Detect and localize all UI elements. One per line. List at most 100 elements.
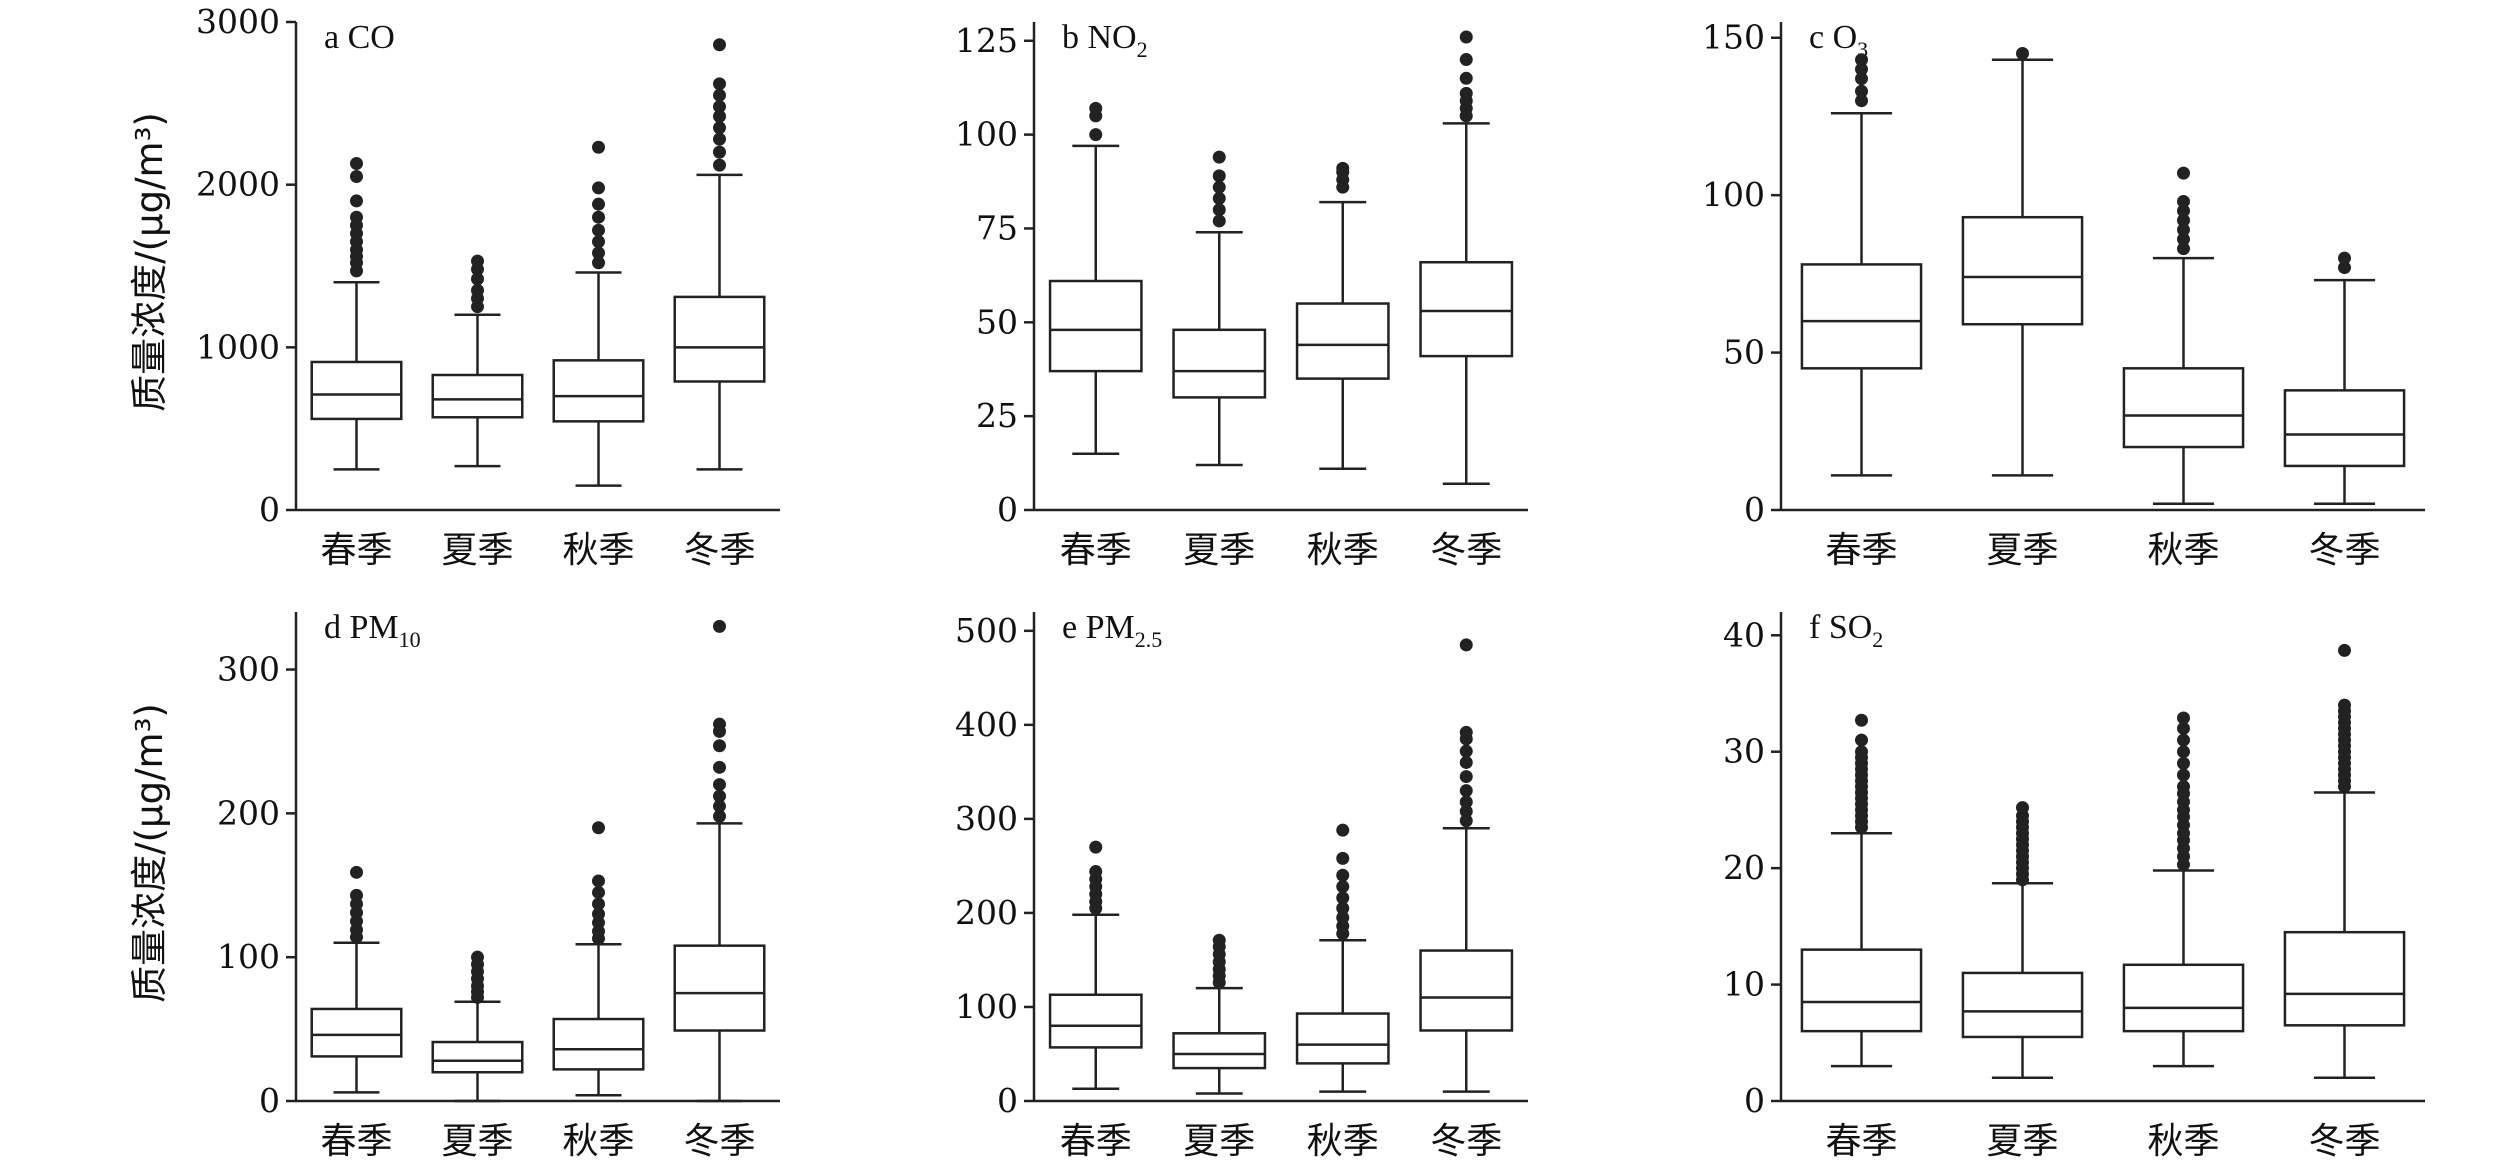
y-tick-label: 30 — [1723, 732, 1765, 771]
outlier-point — [1459, 744, 1473, 758]
y-tick-label: 0 — [1744, 1081, 1765, 1120]
outlier-point — [1089, 865, 1103, 879]
panel-title-main: a CO — [324, 19, 395, 56]
box-3 — [2122, 711, 2245, 1068]
y-tick-label: 2000 — [196, 165, 280, 204]
box-3 — [1295, 823, 1390, 1093]
outlier-point — [1212, 191, 1226, 205]
box-iqr — [1048, 993, 1143, 1049]
outlier-point — [1336, 880, 1350, 894]
x-category-label: 秋季 — [2147, 530, 2219, 571]
outlier-point — [1855, 733, 1868, 747]
outlier-point — [592, 907, 605, 921]
outlier-point — [2177, 711, 2190, 725]
y-tick-label: 0 — [997, 1081, 1018, 1120]
outlier-point — [1459, 814, 1473, 828]
outlier-point — [1089, 101, 1103, 115]
outlier-point — [592, 821, 605, 835]
box-4 — [673, 38, 766, 471]
outlier-point — [1212, 933, 1226, 947]
box-2 — [1172, 933, 1267, 1095]
outlier-point — [1855, 53, 1868, 67]
box-1 — [1048, 840, 1143, 1091]
y-axis-label-top: 质量浓度/(μg/m³) — [128, 112, 171, 412]
panel-a: a CO 0 1000 2000 3000 春季 夏季 秋季 冬季 — [196, 2, 780, 571]
box-1 — [310, 157, 403, 471]
box-iqr — [1048, 279, 1143, 373]
outlier-point — [2177, 768, 2190, 782]
x-category-label: 春季 — [320, 1121, 392, 1162]
box-4 — [673, 619, 766, 1103]
outlier-point — [2177, 733, 2190, 747]
box-3 — [552, 140, 645, 487]
outlier-point — [713, 132, 726, 146]
outlier-point — [2177, 213, 2190, 227]
x-category-label: 冬季 — [683, 530, 755, 571]
outlier-point — [1459, 795, 1473, 809]
outlier-point — [592, 246, 605, 260]
box-iqr — [2122, 963, 2245, 1033]
outlier-point — [592, 197, 605, 211]
panel-title-main: c O — [1809, 19, 1857, 56]
box-4 — [1419, 30, 1514, 485]
outlier-point — [2338, 261, 2351, 275]
outlier-point — [713, 158, 726, 172]
box-iqr — [1172, 1032, 1267, 1070]
box-iqr — [673, 295, 766, 383]
y-tick-label: 100 — [955, 987, 1018, 1026]
outlier-point — [713, 38, 726, 52]
box-3 — [552, 821, 645, 1097]
box-iqr — [1800, 948, 1923, 1033]
outlier-point — [2177, 223, 2190, 237]
box-2 — [1172, 150, 1267, 467]
box-iqr — [431, 373, 524, 419]
y-tick-label: 500 — [955, 611, 1018, 650]
box-iqr — [673, 944, 766, 1032]
outlier-point — [1459, 53, 1473, 67]
outlier-point — [350, 157, 363, 171]
y-tick-label: 300 — [955, 799, 1018, 838]
outlier-point — [1459, 770, 1473, 784]
outlier-point — [1459, 755, 1473, 769]
outlier-point — [713, 145, 726, 159]
panel-title-main: d PM — [324, 609, 399, 646]
box-iqr — [1295, 302, 1390, 380]
y-tick-label: 0 — [997, 490, 1018, 529]
outlier-point — [2016, 46, 2029, 60]
outlier-point — [1855, 745, 1868, 759]
outlier-point — [1459, 71, 1473, 85]
outlier-point — [592, 897, 605, 911]
outlier-point — [713, 799, 726, 813]
box-iqr — [310, 1007, 403, 1058]
y-tick-label: 150 — [1702, 18, 1765, 57]
x-category-label: 春季 — [1825, 530, 1897, 571]
outlier-point — [592, 256, 605, 270]
panel-title-subscript: 10 — [399, 627, 421, 652]
box-2 — [1961, 46, 2084, 477]
outlier-point — [713, 109, 726, 123]
panel-title-main: f SO — [1809, 609, 1872, 646]
outlier-point — [2177, 756, 2190, 770]
outlier-point — [1459, 638, 1473, 652]
outlier-point — [350, 170, 363, 184]
panel-title: d PM10 — [324, 609, 421, 652]
outlier-point — [1212, 214, 1226, 228]
outlier-point — [1336, 161, 1350, 175]
box-iqr — [1295, 1012, 1390, 1065]
panel-title-main: e PM — [1062, 609, 1135, 646]
box-iqr — [1961, 215, 2084, 326]
box-2 — [431, 950, 524, 1103]
panel-title: e PM2.5 — [1062, 609, 1162, 652]
x-category-label: 夏季 — [441, 1121, 513, 1162]
y-tick-label: 25 — [976, 396, 1018, 435]
box-iqr — [552, 1017, 645, 1071]
box-2 — [1961, 801, 2084, 1079]
box-iqr — [1800, 263, 1923, 370]
outlier-point — [2338, 698, 2351, 712]
outlier-point — [471, 254, 484, 268]
outlier-point — [592, 235, 605, 249]
